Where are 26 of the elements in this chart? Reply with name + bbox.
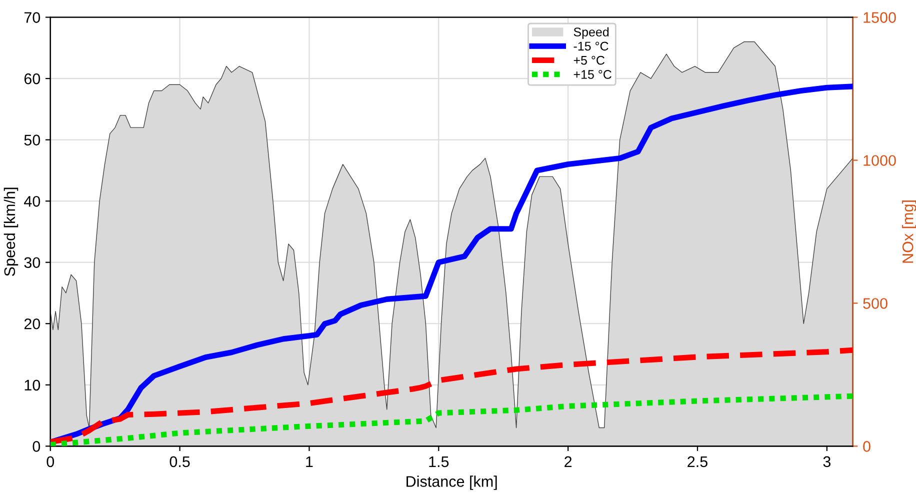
y-tick-label: 20 [24, 318, 40, 330]
y2-tick-label: 500 [863, 298, 888, 309]
y-tick-label: 30 [24, 257, 40, 268]
legend-label: +5 °C [574, 56, 604, 65]
x-axis-title: Distance [km] [406, 476, 497, 490]
legend-label: Speed [574, 27, 609, 39]
x-tick-label: 2.5 [688, 456, 708, 468]
y-tick-label: 50 [24, 134, 40, 146]
y-tick-label: 40 [24, 196, 40, 207]
y2-axis-title: NOx [mg] [902, 200, 916, 263]
y-tick-label: 70 [24, 12, 40, 23]
y-tick-label: 0 [32, 441, 40, 452]
y2-tick-label: 1500 [864, 12, 896, 23]
x-tick-label: 2 [564, 456, 572, 467]
x-tick-label: 1.5 [429, 456, 449, 468]
y2-tick-label: 1000 [864, 155, 896, 166]
y-tick-label: 60 [24, 73, 40, 84]
y-tick-label: 10 [24, 380, 40, 391]
x-tick-label: 0.5 [170, 456, 190, 468]
x-tick-label: 1 [306, 456, 313, 467]
x-tick-label: 0 [46, 456, 54, 468]
legend-label: +15 °C [574, 70, 612, 79]
y-axis-title: Speed [km/h] [4, 188, 18, 276]
x-tick-label: 3 [823, 456, 830, 468]
legend-label: -15 °C [574, 42, 608, 51]
y2-tick-label: 0 [863, 441, 870, 452]
